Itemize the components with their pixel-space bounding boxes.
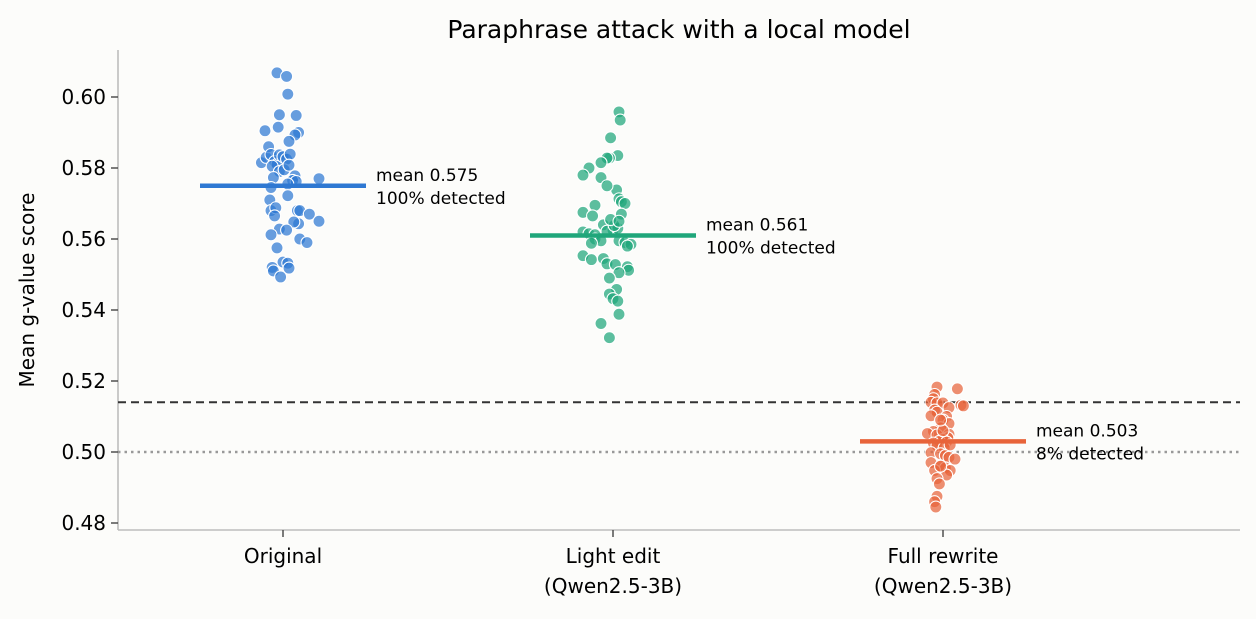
y-ticks: 0.48 0.50 0.52 0.54 0.56 0.58 0.60 — [61, 85, 118, 535]
y-tick-label: 0.56 — [61, 227, 106, 251]
data-points — [254, 66, 970, 514]
data-point — [282, 261, 296, 275]
data-point — [611, 294, 625, 308]
y-axis-label: Mean g-value score — [15, 193, 39, 388]
data-point — [613, 113, 627, 127]
data-point — [271, 120, 285, 134]
data-point — [948, 452, 962, 466]
mean-annotation: mean 0.575 100% detected — [376, 166, 506, 209]
y-tick-label: 0.52 — [61, 369, 106, 393]
data-point — [602, 331, 616, 345]
x-tick-label: Light edit (Qwen2.5-3B) — [544, 544, 682, 598]
reference-lines — [118, 401, 1240, 454]
y-tick-label: 0.54 — [61, 298, 106, 322]
data-point — [950, 382, 964, 396]
data-point — [602, 271, 616, 285]
x-ticks: Original Light edit (Qwen2.5-3B) Full rewri… — [244, 530, 1012, 598]
data-point — [932, 477, 946, 491]
data-point — [302, 207, 316, 221]
chart-title: Paraphrase attack with a local model — [447, 15, 910, 44]
data-point — [300, 236, 314, 250]
data-point — [280, 69, 294, 83]
data-point — [281, 189, 295, 203]
x-tick-label: Full rewrite (Qwen2.5-3B) — [874, 544, 1012, 598]
mean-annotations: mean 0.575 100% detected mean 0.561 100% de… — [376, 166, 1144, 465]
data-point — [584, 236, 598, 250]
mean-lines — [200, 183, 1026, 444]
data-point — [584, 253, 598, 267]
data-point — [620, 239, 634, 253]
y-tick-label: 0.50 — [61, 440, 106, 464]
data-point — [604, 131, 618, 145]
data-point — [283, 147, 297, 161]
mean-annotation: mean 0.561 100% detected — [706, 215, 836, 258]
data-point — [289, 108, 303, 123]
data-point — [280, 223, 294, 237]
data-point — [281, 87, 295, 101]
y-tick-label: 0.48 — [61, 511, 106, 535]
data-point — [934, 459, 948, 473]
data-point — [312, 172, 326, 186]
data-point — [282, 158, 296, 172]
data-point — [264, 228, 278, 242]
data-point — [934, 413, 948, 427]
data-point — [588, 198, 602, 212]
data-point — [576, 168, 590, 182]
data-point — [268, 209, 282, 223]
data-point — [594, 316, 608, 331]
x-tick-label: Original — [244, 544, 322, 568]
data-point — [282, 134, 296, 148]
data-point — [936, 424, 950, 438]
data-point — [586, 209, 600, 223]
data-point — [956, 399, 970, 413]
data-point — [594, 156, 608, 170]
data-point — [612, 214, 626, 228]
data-point — [272, 108, 286, 122]
mean-annotation: mean 0.503 8% detected — [1036, 421, 1144, 464]
y-tick-label: 0.60 — [61, 85, 106, 109]
data-point — [600, 179, 614, 193]
data-point — [612, 307, 626, 321]
data-point — [274, 270, 288, 284]
data-point — [929, 500, 943, 514]
data-point — [287, 215, 301, 229]
y-tick-label: 0.58 — [61, 156, 106, 180]
data-point — [258, 124, 272, 138]
data-point — [270, 241, 284, 255]
data-point — [312, 214, 326, 228]
